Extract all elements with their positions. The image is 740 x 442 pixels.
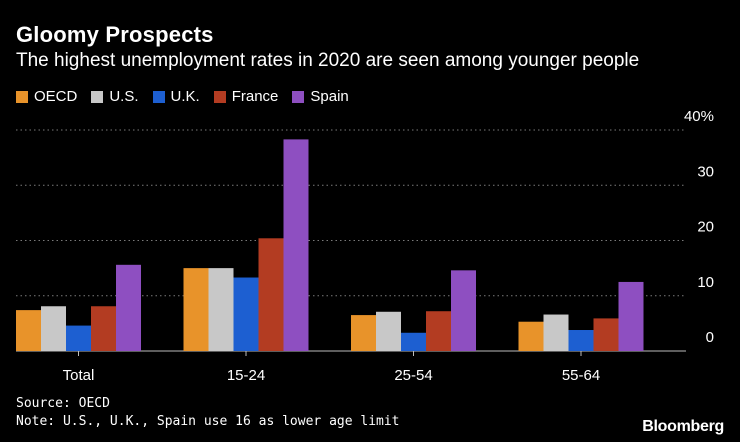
y-tick-label: 30 bbox=[697, 163, 714, 180]
y-tick-label: 0 bbox=[706, 329, 714, 346]
bar-uk-25-54 bbox=[401, 332, 426, 351]
bar-oecd-total bbox=[16, 310, 41, 351]
legend-item-france: France bbox=[213, 88, 279, 105]
bar-france-15-24 bbox=[258, 238, 284, 351]
legend-item-uk: U.K. bbox=[152, 88, 200, 105]
bar-uk-15-24 bbox=[233, 277, 259, 351]
x-tick-label: Total bbox=[63, 367, 95, 384]
bar-france-total bbox=[91, 306, 116, 351]
legend-swatch-oecd bbox=[16, 90, 28, 103]
y-tick-label: 20 bbox=[697, 219, 714, 236]
legend: OECD U.S. U.K. France Spain bbox=[16, 88, 349, 105]
bar-spain-55-64 bbox=[618, 281, 644, 351]
legend-swatch-uk bbox=[152, 90, 165, 103]
bar-uk-total bbox=[66, 325, 91, 351]
bar-us-total bbox=[41, 306, 66, 351]
x-tick-label: 25-54 bbox=[394, 367, 432, 384]
bar-uk-55-64 bbox=[568, 330, 594, 351]
bar-spain-total bbox=[116, 264, 141, 351]
bloomberg-logo: Bloomberg bbox=[642, 418, 724, 435]
bar-us-15-24 bbox=[208, 268, 234, 351]
bar-us-25-54 bbox=[376, 311, 401, 351]
legend-label-us: U.S. bbox=[109, 88, 139, 105]
bar-oecd-15-24 bbox=[183, 268, 209, 351]
y-tick-label: 40% bbox=[684, 108, 714, 125]
chart-title: Gloomy Prospects bbox=[16, 22, 214, 47]
legend-label-france: France bbox=[231, 88, 279, 105]
bar-oecd-55-64 bbox=[518, 321, 544, 351]
legend-swatch-us bbox=[91, 90, 104, 103]
bar-spain-25-54 bbox=[451, 270, 476, 351]
source-text: Source: OECD bbox=[16, 396, 110, 411]
y-tick-label: 10 bbox=[697, 274, 714, 291]
legend-label-oecd: OECD bbox=[34, 88, 78, 105]
x-tick-label: 15-24 bbox=[227, 367, 265, 384]
note-text: Note: U.S., U.K., Spain use 16 as lower … bbox=[16, 414, 400, 429]
legend-item-us: U.S. bbox=[91, 88, 139, 105]
bar-france-25-54 bbox=[426, 311, 451, 351]
legend-item-oecd: OECD bbox=[16, 88, 77, 105]
x-tick-label: 55-64 bbox=[562, 367, 600, 384]
bar-oecd-25-54 bbox=[351, 315, 376, 351]
legend-swatch-spain bbox=[292, 90, 305, 103]
legend-label-spain: Spain bbox=[310, 88, 349, 105]
bar-france-55-64 bbox=[593, 318, 619, 351]
legend-swatch-france bbox=[213, 90, 226, 103]
bar-spain-15-24 bbox=[283, 139, 309, 351]
bar-us-55-64 bbox=[543, 314, 569, 351]
legend-item-spain: Spain bbox=[292, 88, 349, 105]
legend-label-uk: U.K. bbox=[170, 88, 200, 105]
chart-subtitle: The highest unemployment rates in 2020 a… bbox=[16, 50, 640, 71]
